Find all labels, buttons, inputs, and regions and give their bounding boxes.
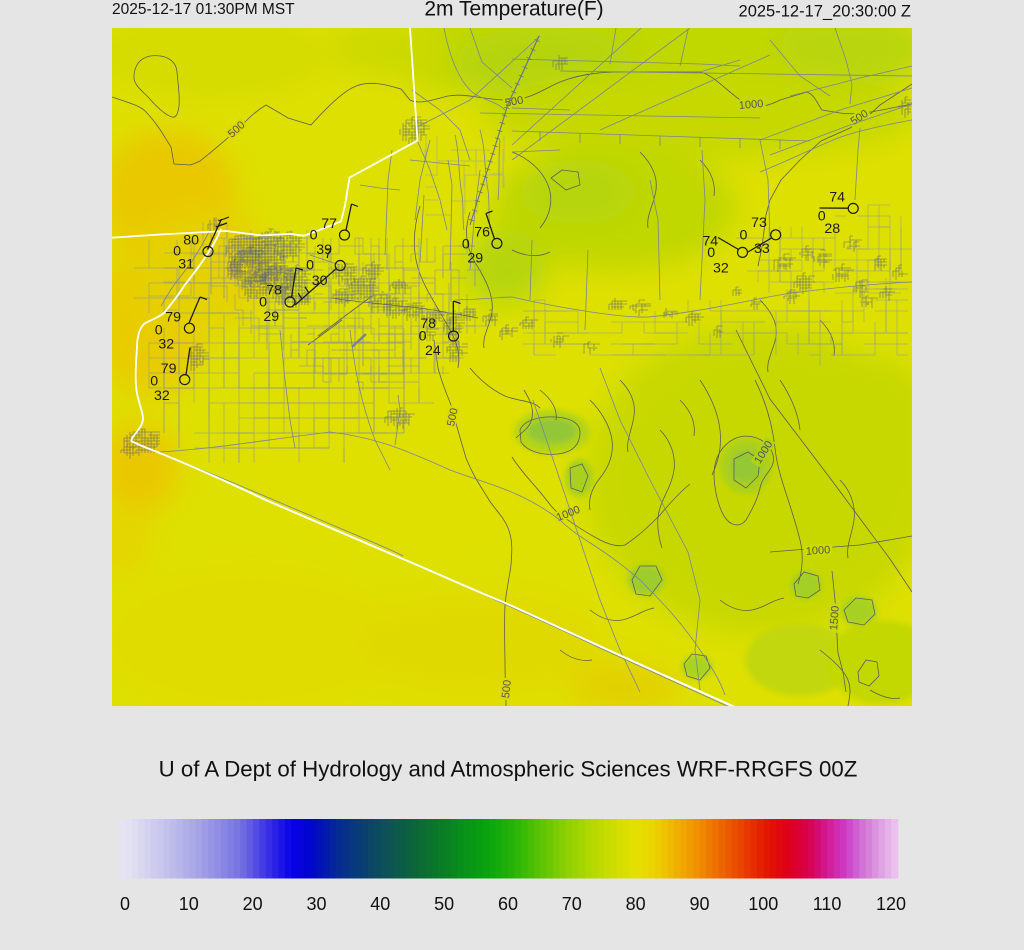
svg-text:0: 0 (462, 236, 470, 252)
svg-text:0: 0 (310, 228, 318, 244)
svg-text:0: 0 (419, 329, 427, 345)
svg-text:0: 0 (707, 245, 715, 261)
svg-text:76: 76 (474, 225, 490, 241)
svg-text:74: 74 (829, 189, 845, 205)
svg-text:33: 33 (754, 241, 770, 257)
svg-text:1000: 1000 (805, 544, 830, 558)
svg-text:0: 0 (150, 374, 158, 390)
svg-text:2025-12-17 01:30PM MST: 2025-12-17 01:30PM MST (112, 1, 295, 18)
svg-text:78: 78 (420, 316, 436, 332)
svg-text:0: 0 (155, 322, 163, 338)
svg-text:90: 90 (689, 894, 709, 914)
svg-text:U of A Dept of Hydrology and A: U of A Dept of Hydrology and Atmospheric… (159, 757, 858, 782)
svg-text:0: 0 (120, 894, 130, 914)
svg-text:80: 80 (626, 894, 646, 914)
svg-text:70: 70 (562, 894, 582, 914)
svg-text:0: 0 (259, 295, 267, 311)
svg-text:32: 32 (713, 261, 729, 277)
svg-text:74: 74 (702, 233, 718, 249)
svg-text:50: 50 (434, 894, 454, 914)
svg-text:500: 500 (445, 407, 461, 427)
svg-text:7: 7 (324, 246, 332, 262)
svg-text:28: 28 (824, 221, 840, 237)
svg-text:77: 77 (321, 216, 337, 232)
svg-text:0: 0 (306, 258, 314, 274)
svg-text:2m Temperature(F): 2m Temperature(F) (424, 0, 603, 20)
svg-text:10: 10 (179, 894, 199, 914)
svg-text:32: 32 (154, 388, 170, 404)
svg-text:500: 500 (500, 679, 514, 699)
svg-text:78: 78 (266, 283, 282, 299)
svg-text:30: 30 (306, 894, 326, 914)
svg-text:29: 29 (263, 309, 279, 325)
svg-text:40: 40 (370, 894, 390, 914)
svg-text:31: 31 (178, 257, 194, 273)
svg-text:30: 30 (312, 273, 328, 289)
svg-text:1000: 1000 (738, 98, 763, 112)
svg-text:79: 79 (165, 310, 181, 326)
svg-text:80: 80 (183, 233, 199, 249)
svg-text:79: 79 (161, 361, 177, 377)
svg-text:20: 20 (243, 894, 263, 914)
svg-text:120: 120 (876, 894, 906, 914)
svg-text:73: 73 (751, 215, 767, 231)
svg-text:110: 110 (813, 894, 842, 914)
svg-text:39: 39 (316, 242, 332, 258)
svg-text:1500: 1500 (828, 605, 842, 630)
svg-text:0: 0 (818, 209, 826, 225)
svg-text:100: 100 (748, 894, 778, 914)
svg-text:24: 24 (425, 343, 441, 359)
svg-text:0: 0 (740, 228, 748, 244)
svg-text:60: 60 (498, 894, 518, 914)
svg-text:29: 29 (467, 251, 483, 267)
svg-text:2025-12-17_20:30:00 Z: 2025-12-17_20:30:00 Z (739, 2, 911, 20)
svg-text:500: 500 (504, 94, 524, 109)
svg-text:0: 0 (173, 244, 181, 260)
svg-text:32: 32 (158, 337, 174, 353)
